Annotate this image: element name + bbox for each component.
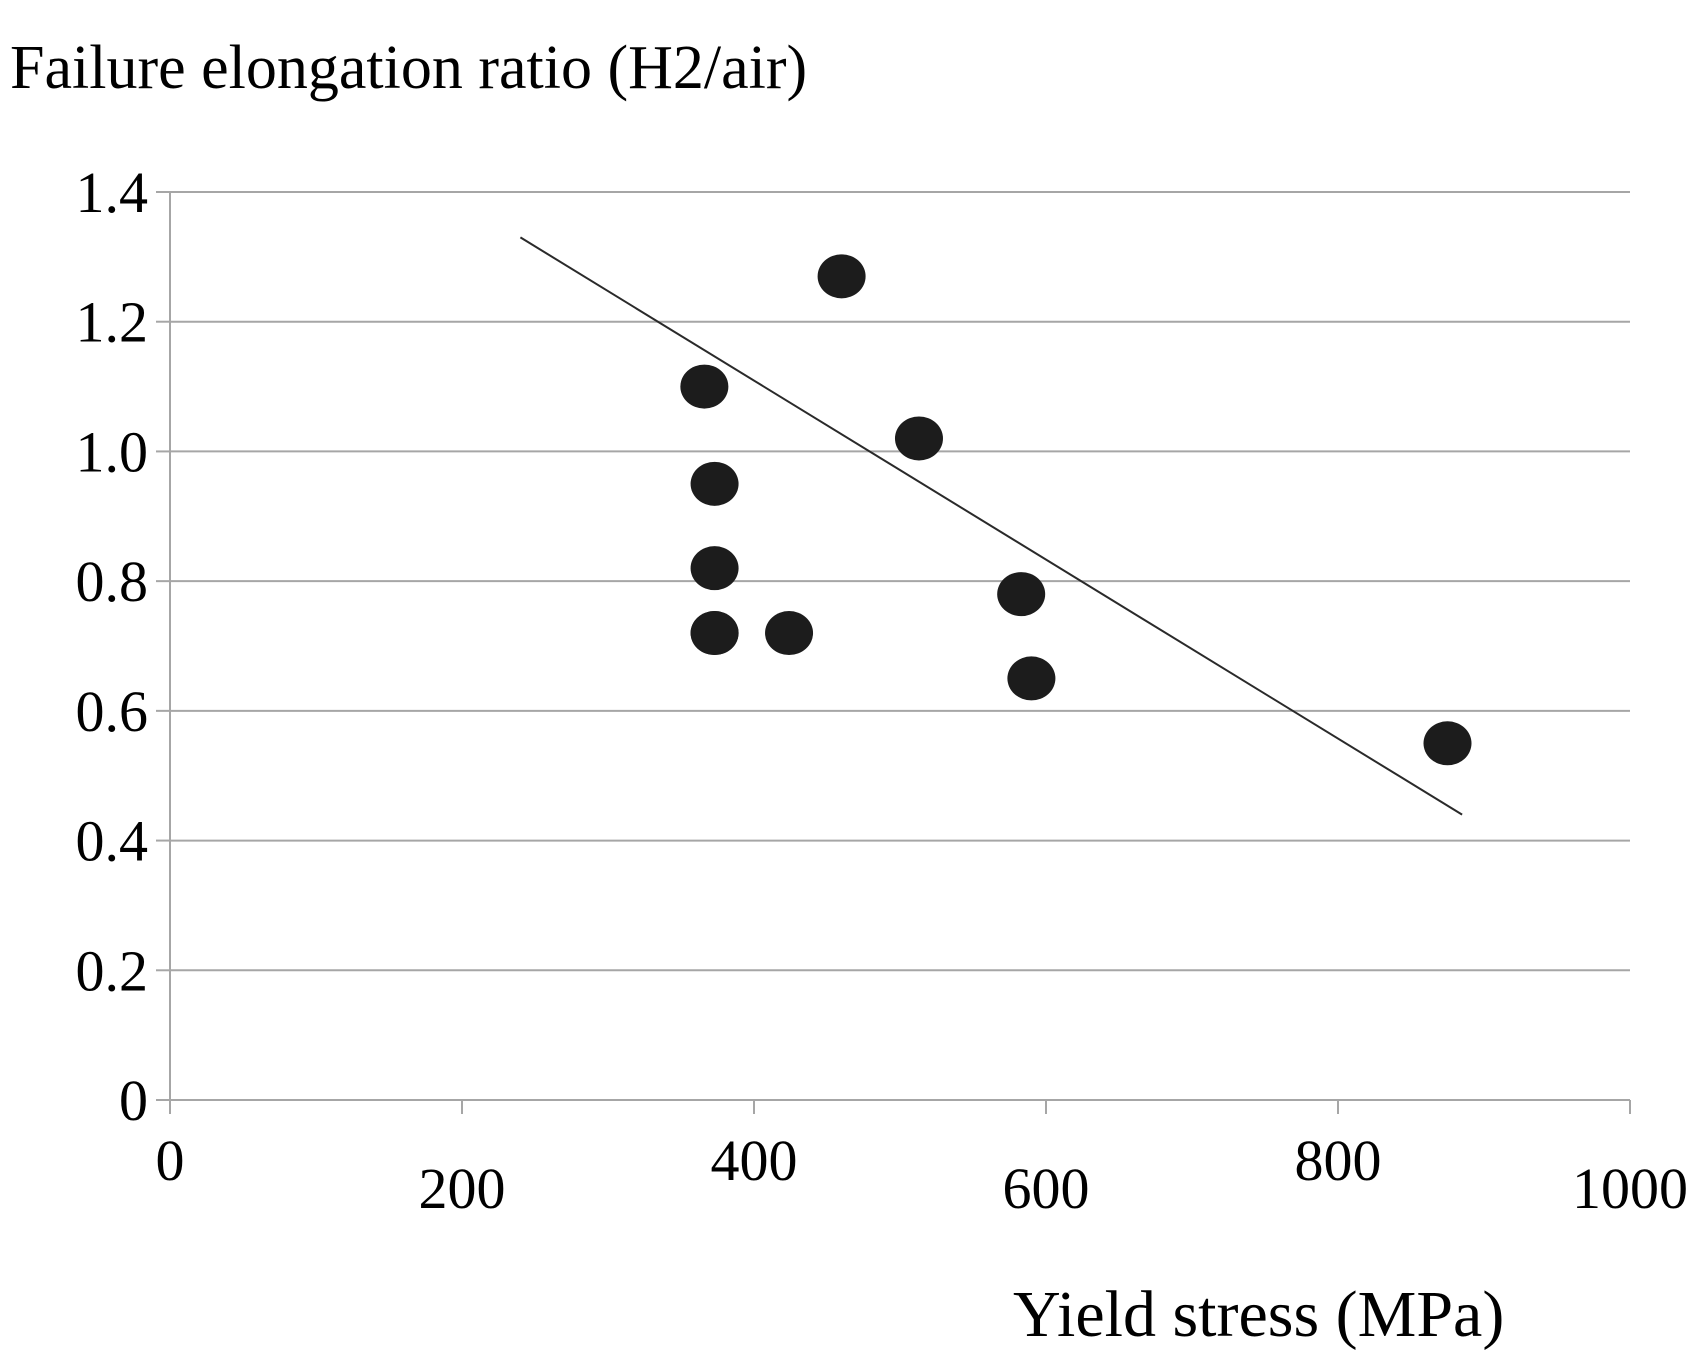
x-axis-title: Yield stress (MPa): [1013, 1278, 1504, 1351]
x-tick-label: 0: [156, 1128, 185, 1193]
x-tick-label: 400: [711, 1128, 798, 1193]
y-tick-label: 1.4: [76, 160, 149, 225]
x-axis-ticks: 0 200 400 600 800 1000: [156, 1128, 1689, 1221]
y-tick-label: 1.0: [76, 419, 149, 484]
y-tick-label: 1.2: [76, 290, 149, 355]
x-tick-label: 1000: [1572, 1156, 1688, 1221]
x-tick-label: 800: [1295, 1128, 1382, 1193]
data-point: [1423, 721, 1472, 766]
y-axis-ticks: 0 0.2 0.4 0.6 0.8 1.0 1.2 1.4: [76, 160, 149, 1133]
data-points: [680, 254, 1472, 766]
y-axis-title: Failure elongation ratio (H2/air): [10, 34, 807, 102]
y-tick-label: 0.4: [76, 809, 149, 874]
x-tick-label: 600: [1003, 1156, 1090, 1221]
gridlines: [170, 191, 1630, 972]
y-tick-label: 0: [119, 1068, 148, 1133]
data-point: [690, 461, 739, 506]
y-tick-label: 0.6: [76, 679, 149, 744]
data-point: [690, 546, 739, 591]
data-point: [680, 364, 729, 409]
data-point: [765, 611, 814, 656]
y-tick-label: 0.2: [76, 938, 149, 1003]
x-tick-label: 200: [419, 1156, 506, 1221]
data-point: [997, 572, 1046, 617]
data-point: [817, 254, 866, 299]
data-point: [894, 416, 943, 461]
axes: [156, 191, 1631, 1114]
data-point: [1007, 656, 1056, 701]
data-point: [690, 611, 739, 656]
trendline-group: [519, 236, 1463, 816]
y-tick-label: 0.8: [76, 549, 149, 614]
trendline: [519, 236, 1463, 816]
